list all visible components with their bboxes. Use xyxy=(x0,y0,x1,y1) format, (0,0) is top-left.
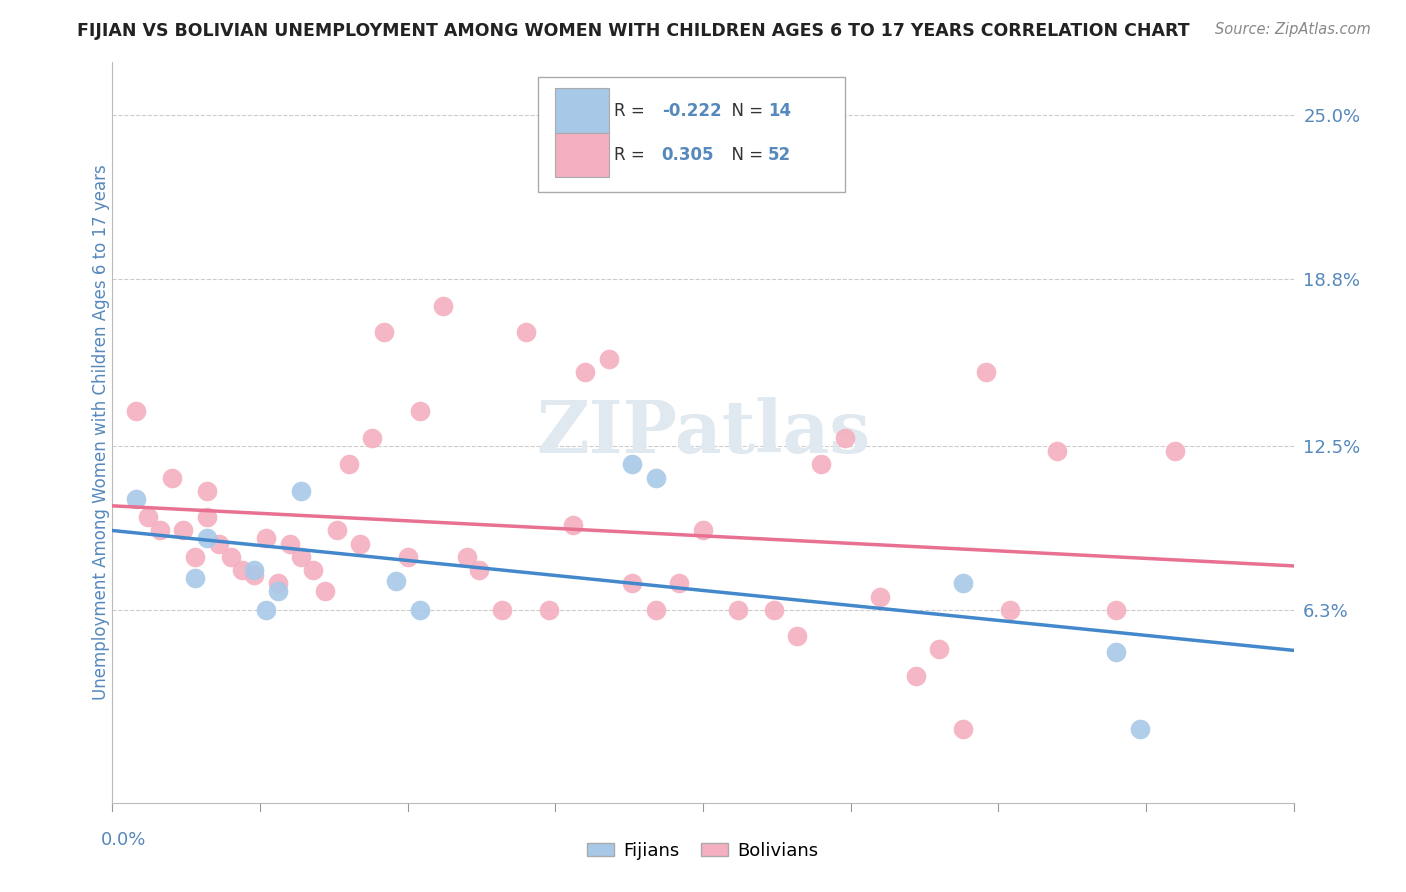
Point xyxy=(408,603,430,617)
Point xyxy=(149,524,172,538)
Text: 0.305: 0.305 xyxy=(662,146,714,164)
Point xyxy=(208,536,231,550)
Point xyxy=(195,510,218,524)
Point xyxy=(668,576,690,591)
Point xyxy=(243,568,266,582)
FancyBboxPatch shape xyxy=(537,78,845,192)
Text: N =: N = xyxy=(721,102,768,120)
Point xyxy=(302,563,325,577)
Point xyxy=(396,549,419,564)
Point xyxy=(160,470,183,484)
Point xyxy=(621,576,644,591)
Point xyxy=(1105,603,1128,617)
Point xyxy=(243,563,266,577)
Point xyxy=(337,458,360,472)
Point xyxy=(869,590,891,604)
Point xyxy=(644,470,666,484)
Point xyxy=(952,576,974,591)
Text: Source: ZipAtlas.com: Source: ZipAtlas.com xyxy=(1215,22,1371,37)
Point xyxy=(349,536,371,550)
Point xyxy=(231,563,253,577)
Point xyxy=(562,518,585,533)
Point xyxy=(538,603,561,617)
Point xyxy=(727,603,749,617)
Point xyxy=(373,325,395,339)
Point xyxy=(432,299,454,313)
Point xyxy=(326,524,349,538)
Point xyxy=(267,584,290,599)
Point xyxy=(254,603,277,617)
Point xyxy=(195,483,218,498)
Point xyxy=(762,603,785,617)
Point xyxy=(574,365,596,379)
Point xyxy=(195,532,218,546)
Text: N =: N = xyxy=(721,146,768,164)
Point xyxy=(408,404,430,418)
Point xyxy=(184,571,207,585)
Point xyxy=(810,458,832,472)
Point xyxy=(598,351,620,366)
Point xyxy=(904,669,927,683)
Point xyxy=(621,458,644,472)
Point xyxy=(491,603,513,617)
Point xyxy=(184,549,207,564)
Point xyxy=(1129,722,1152,736)
Point xyxy=(125,491,148,506)
Point xyxy=(644,603,666,617)
Point xyxy=(136,510,159,524)
Point xyxy=(998,603,1021,617)
Text: 0.0%: 0.0% xyxy=(101,831,146,849)
Text: R =: R = xyxy=(614,146,651,164)
Point xyxy=(290,483,312,498)
Point xyxy=(267,576,290,591)
Point xyxy=(172,524,194,538)
Point xyxy=(456,549,478,564)
Point xyxy=(385,574,408,588)
Point xyxy=(278,536,301,550)
Point xyxy=(314,584,336,599)
Point xyxy=(976,365,998,379)
Text: -0.222: -0.222 xyxy=(662,102,721,120)
Text: R =: R = xyxy=(614,102,651,120)
Text: 52: 52 xyxy=(768,146,792,164)
Text: ZIPatlas: ZIPatlas xyxy=(536,397,870,468)
Text: 14: 14 xyxy=(768,102,792,120)
Point xyxy=(928,642,950,657)
FancyBboxPatch shape xyxy=(555,88,609,133)
Point xyxy=(952,722,974,736)
Point xyxy=(467,563,489,577)
Point xyxy=(786,629,808,643)
Point xyxy=(254,532,277,546)
Point xyxy=(290,549,312,564)
Legend: Fijians, Bolivians: Fijians, Bolivians xyxy=(581,835,825,867)
Point xyxy=(125,404,148,418)
Point xyxy=(834,431,856,445)
Point xyxy=(692,524,714,538)
Text: FIJIAN VS BOLIVIAN UNEMPLOYMENT AMONG WOMEN WITH CHILDREN AGES 6 TO 17 YEARS COR: FIJIAN VS BOLIVIAN UNEMPLOYMENT AMONG WO… xyxy=(77,22,1189,40)
Y-axis label: Unemployment Among Women with Children Ages 6 to 17 years: Unemployment Among Women with Children A… xyxy=(93,165,110,700)
Point xyxy=(515,325,537,339)
Point xyxy=(361,431,384,445)
Point xyxy=(1105,645,1128,659)
FancyBboxPatch shape xyxy=(555,133,609,178)
Point xyxy=(1164,444,1187,458)
Point xyxy=(1046,444,1069,458)
Point xyxy=(219,549,242,564)
